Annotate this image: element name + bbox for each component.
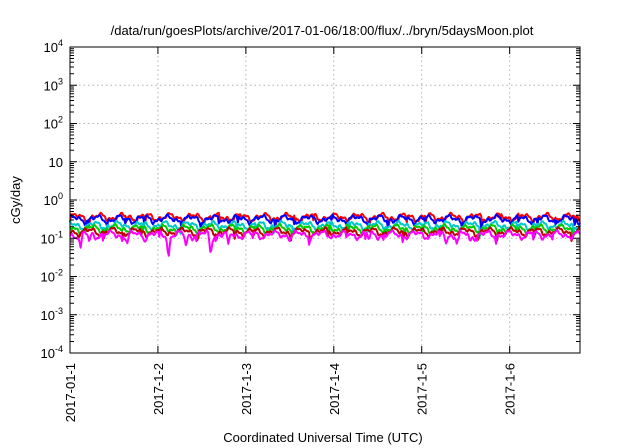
series-group — [69, 211, 581, 257]
x-tick-label: 2017-1-2 — [151, 363, 166, 415]
x-axis: 2017-01-1 2017-1-2 2017-1-3 2017-1-4 2017-1-… — [63, 47, 518, 422]
y-tick-label: 103 — [44, 76, 63, 93]
grid — [70, 47, 580, 353]
y-tick-label: 10-1 — [41, 229, 63, 246]
y-tick-label: 10-3 — [41, 306, 63, 323]
y-tick-label: 102 — [44, 115, 63, 132]
x-tick-label: 2017-1-6 — [503, 363, 518, 415]
x-axis-label: Coordinated Universal Time (UTC) — [223, 430, 422, 445]
x-tick-label: 2017-1-4 — [327, 363, 342, 415]
y-axis-label: cGy/day — [8, 176, 23, 224]
chart-title: /data/run/goesPlots/archive/2017-01-06/1… — [111, 23, 534, 38]
series-line — [69, 213, 581, 231]
y-tick-label: 10-4 — [41, 344, 63, 361]
y-tick-label: 10-2 — [41, 268, 63, 285]
x-tick-label: 2017-01-1 — [63, 363, 78, 422]
x-tick-label: 2017-1-3 — [239, 363, 254, 415]
x-tick-label: 2017-1-5 — [415, 363, 430, 415]
y-tick-label: 100 — [44, 191, 63, 208]
y-axis: 10-4 10-3 10-2 10-1 100 10 102 103 104 — [41, 38, 580, 361]
y-tick-label: 104 — [44, 38, 63, 55]
series-line — [69, 229, 581, 257]
y-tick-label: 10 — [49, 155, 63, 170]
